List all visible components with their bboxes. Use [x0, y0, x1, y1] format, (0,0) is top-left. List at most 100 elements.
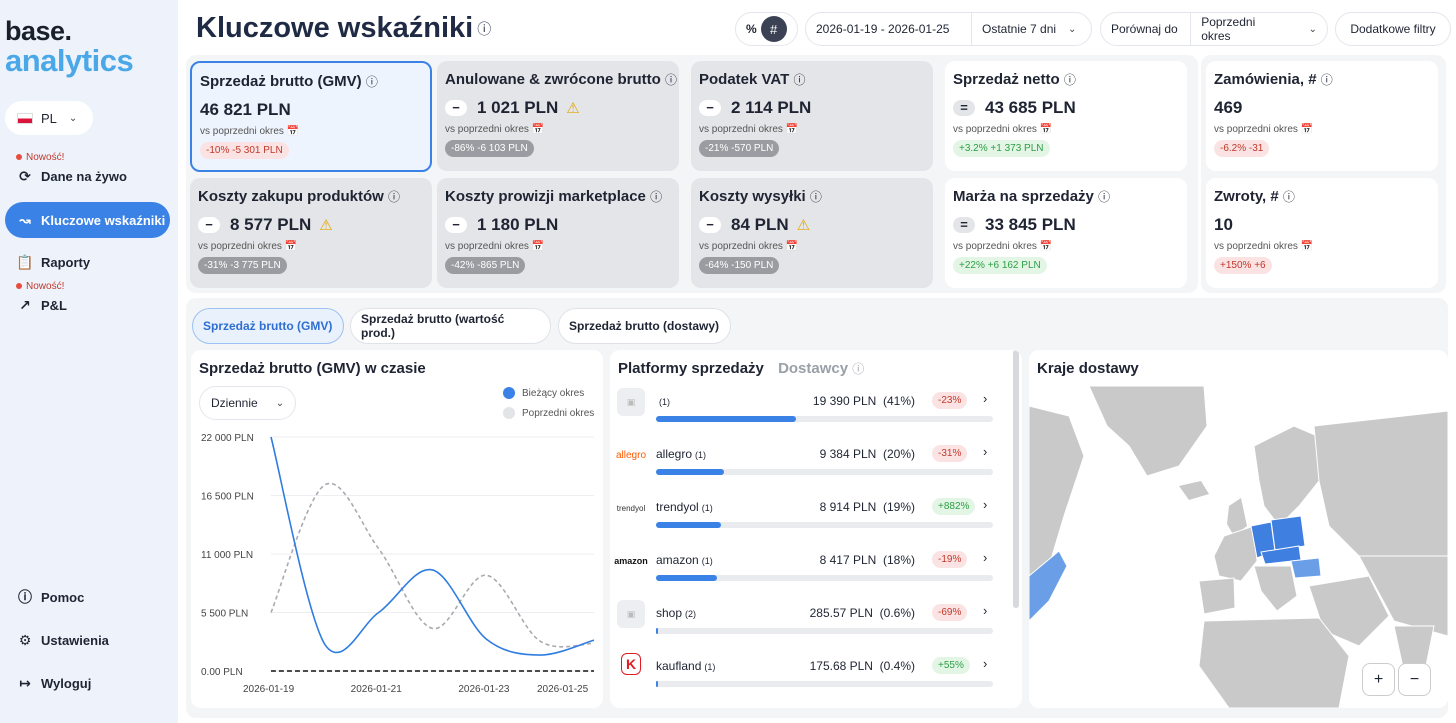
- sidebar-item-pnl[interactable]: ↗ P&L: [5, 287, 170, 323]
- legend-current[interactable]: Bieżący okres: [503, 387, 584, 399]
- platform-row[interactable]: ▣ shop (2) 285.57 PLN (0.6%) -69% ›: [610, 600, 1010, 652]
- calendar-icon: 📅: [284, 241, 298, 252]
- chevron-right-icon[interactable]: ›: [983, 550, 988, 565]
- info-icon[interactable]: ⓘ: [365, 75, 378, 89]
- kpi-operator: −: [445, 100, 467, 116]
- kpi-card[interactable]: Zwroty, # ⓘ 10 vs poprzedni okres 📅 +150% +…: [1206, 178, 1438, 288]
- kpi-card[interactable]: Koszty zakupu produktów ⓘ −8 577 PLN ⚠ vs p…: [190, 178, 432, 288]
- kpi-card[interactable]: Sprzedaż brutto (GMV) ⓘ 46 821 PLN vs popr…: [190, 61, 432, 172]
- sidebar-item-settings[interactable]: ⚙ Ustawienia: [5, 622, 170, 658]
- info-icon[interactable]: ⓘ: [665, 73, 678, 87]
- info-icon[interactable]: ⓘ: [852, 362, 865, 376]
- info-icon[interactable]: ⓘ: [650, 190, 663, 204]
- platform-row[interactable]: amazon amazon (1) 8 417 PLN (18%) -19% ›: [610, 547, 1010, 599]
- kpi-title: Marża na sprzedaży ⓘ: [953, 188, 1111, 205]
- date-range-field[interactable]: 2026-01-19 - 2026-01-25: [816, 22, 950, 36]
- sidebar-item-logout[interactable]: ↦ Wyloguj: [5, 665, 170, 701]
- kpi-comparison-label: vs poprzedni okres 📅: [1214, 241, 1314, 252]
- kpi-value: 10: [1214, 215, 1233, 234]
- info-icon[interactable]: ⓘ: [477, 21, 492, 38]
- tab-gmv-shipping[interactable]: Sprzedaż brutto (dostawy): [558, 308, 731, 344]
- warning-icon[interactable]: ⚠: [566, 100, 580, 117]
- zoom-in-button[interactable]: +: [1362, 663, 1395, 696]
- platform-share-fill: [656, 522, 721, 528]
- platform-value: 8 417 PLN (18%): [819, 553, 915, 567]
- calendar-icon: 📅: [1300, 124, 1314, 135]
- kpi-title: Anulowane & zwrócone brutto ⓘ: [445, 71, 678, 88]
- warning-icon[interactable]: ⚠: [796, 217, 811, 234]
- platform-value: 285.57 PLN (0.6%): [809, 606, 915, 620]
- kpi-card[interactable]: Podatek VAT ⓘ −2 114 PLN vs poprzedni okre…: [691, 61, 933, 171]
- suppliers-tab[interactable]: Dostawcy: [778, 360, 849, 377]
- y-tick-label: 11 000 PLN: [201, 550, 253, 561]
- sidebar-item-live-data[interactable]: ⟳ Dane na żywo: [5, 158, 170, 194]
- poland-flag-icon: [17, 112, 33, 124]
- map-uk: [1227, 498, 1247, 536]
- info-icon[interactable]: ⓘ: [809, 190, 822, 204]
- platform-share-bar: [656, 575, 993, 581]
- platform-value: 9 384 PLN (20%): [819, 447, 915, 461]
- scrollbar[interactable]: [1013, 350, 1019, 608]
- platform-row[interactable]: allegro allegro (1) 9 384 PLN (20%) -31% ›: [610, 441, 1010, 493]
- sidebar-item-reports[interactable]: 📋 Raporty: [16, 253, 91, 270]
- absolute-toggle[interactable]: #: [760, 16, 787, 42]
- kpi-value: 469: [1214, 98, 1243, 117]
- compare-select[interactable]: Poprzedni okres ⌄: [1190, 13, 1327, 45]
- kpi-value: −2 114 PLN: [699, 98, 925, 118]
- granularity-select[interactable]: Dziennie ⌄: [199, 386, 296, 420]
- info-icon[interactable]: ⓘ: [1063, 73, 1076, 87]
- platform-share-fill: [656, 575, 718, 581]
- kpi-card[interactable]: Koszty prowizji marketplace ⓘ −1 180 PLN v…: [437, 178, 679, 288]
- calendar-icon: 📅: [1300, 241, 1314, 252]
- platforms-tab[interactable]: Platformy sprzedaży: [618, 360, 764, 377]
- chevron-right-icon[interactable]: ›: [983, 497, 988, 512]
- kpi-card[interactable]: Anulowane & zwrócone brutto ⓘ −1 021 PLN ⚠…: [437, 61, 679, 171]
- language-select[interactable]: PL ⌄: [5, 101, 93, 135]
- world-map[interactable]: [1029, 386, 1448, 708]
- kpi-change-badge: -42% -865 PLN: [445, 257, 526, 274]
- platform-row[interactable]: ▣ (1) 19 390 PLN (41%) -23% ›: [610, 388, 1010, 440]
- chevron-right-icon[interactable]: ›: [983, 603, 988, 618]
- platform-name: kaufland (1): [656, 659, 716, 673]
- kpi-card[interactable]: Marża na sprzedaży ⓘ = 33 845 PLN vs poprze…: [945, 178, 1187, 288]
- kpi-change-badge: +3.2% +1 373 PLN: [953, 140, 1050, 157]
- map-southern-europe: [1253, 565, 1298, 612]
- tab-gmv-products[interactable]: Sprzedaż brutto (wartość prod.): [350, 308, 551, 344]
- info-icon[interactable]: ⓘ: [793, 73, 806, 87]
- sidebar-item-key-metrics[interactable]: ↝ Kluczowe wskaźniki: [5, 202, 170, 238]
- info-icon[interactable]: ⓘ: [1282, 190, 1295, 204]
- kpi-title: Podatek VAT ⓘ: [699, 71, 806, 88]
- legend-previous[interactable]: Poprzedni okres: [503, 407, 594, 419]
- platform-change-badge: -31%: [932, 445, 968, 462]
- kpi-card[interactable]: Sprzedaż netto ⓘ = 43 685 PLN vs poprzedni …: [945, 61, 1187, 171]
- platform-name: allegro (1): [656, 447, 707, 461]
- chevron-right-icon[interactable]: ›: [983, 656, 988, 671]
- kpi-card[interactable]: Zamówienia, # ⓘ 469 vs poprzedni okres 📅 -6…: [1206, 61, 1438, 171]
- kpi-title: Sprzedaż netto ⓘ: [953, 71, 1076, 88]
- chevron-down-icon: ⌄: [1308, 23, 1317, 35]
- sidebar-item-help[interactable]: ⓘ Pomoc: [5, 579, 170, 615]
- legend-swatch-current: [503, 387, 515, 399]
- info-icon[interactable]: ⓘ: [1098, 190, 1111, 204]
- platform-row[interactable]: trendyol trendyol (1) 8 914 PLN (19%) +882% ›: [610, 494, 1010, 546]
- platform-name: shop (2): [656, 606, 697, 620]
- info-icon[interactable]: ⓘ: [1320, 73, 1333, 87]
- info-icon[interactable]: ⓘ: [388, 190, 401, 204]
- chevron-right-icon[interactable]: ›: [983, 444, 988, 459]
- kpi-title: Koszty zakupu produktów ⓘ: [198, 188, 401, 205]
- chevron-right-icon[interactable]: ›: [983, 391, 988, 406]
- calendar-icon: 📅: [785, 124, 799, 135]
- tab-gmv[interactable]: Sprzedaż brutto (GMV): [192, 308, 344, 344]
- extra-filters-button[interactable]: Dodatkowe filtry: [1335, 12, 1451, 46]
- period-select[interactable]: Ostatnie 7 dni ⌄: [971, 13, 1086, 45]
- x-tick-label: 2026-01-25: [537, 684, 589, 695]
- zoom-out-button[interactable]: −: [1398, 663, 1431, 696]
- series-previous-line: [270, 482, 595, 648]
- platform-share-bar: [656, 628, 993, 634]
- warning-icon[interactable]: ⚠: [319, 217, 333, 234]
- platform-share-fill: [656, 469, 725, 475]
- kpi-card[interactable]: Koszty wysyłki ⓘ −84 PLN ⚠ vs poprzedni okr…: [691, 178, 933, 288]
- kpi-comparison-label: vs poprzedni okres 📅: [953, 241, 1053, 252]
- percent-toggle[interactable]: %: [746, 22, 757, 36]
